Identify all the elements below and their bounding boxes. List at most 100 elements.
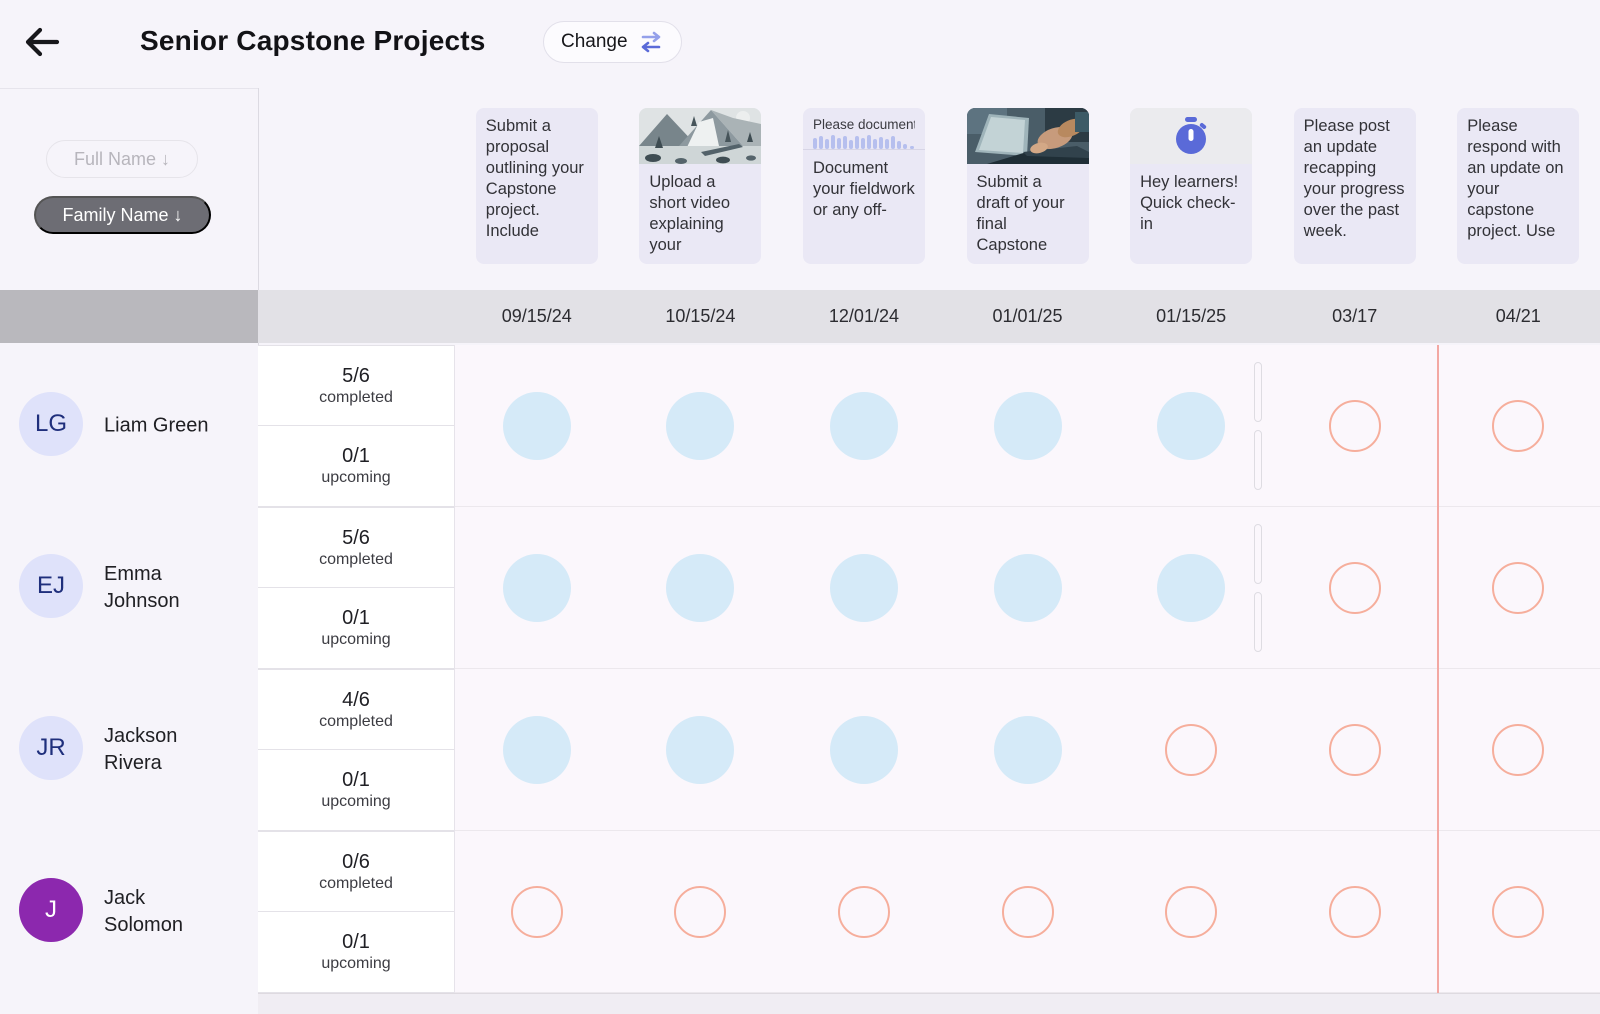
upcoming-count: 0/1 [342, 607, 370, 629]
assignment-cell[interactable] [1273, 831, 1437, 992]
completed-label: completed [319, 388, 393, 406]
upcoming-label: upcoming [321, 469, 391, 486]
today-line [1437, 345, 1439, 993]
assignment-card-video[interactable]: Upload a short video explaining your [639, 108, 762, 264]
assignment-text: Submit a proposal outlining your Capston… [485, 117, 584, 240]
assignment-cell[interactable] [1436, 507, 1600, 668]
audio-note-title: Please document … [812, 117, 915, 132]
deadline-divider [1254, 524, 1262, 652]
assignment-cell[interactable] [782, 345, 946, 506]
assignment-cell[interactable] [946, 345, 1110, 506]
audio-waveform-icon [812, 134, 915, 149]
assignment-cell[interactable] [946, 507, 1110, 668]
assignment-cell[interactable] [455, 831, 619, 992]
assignment-cell[interactable] [619, 345, 783, 506]
assignment-card-progress-update[interactable]: Please post an update recapping your pro… [1293, 108, 1416, 264]
assignment-cell[interactable] [946, 831, 1110, 992]
sort-full-name-pill[interactable]: Full Name ↓ [46, 140, 198, 178]
mountain-landscape-illustration-image [639, 108, 762, 164]
avatar: EJ [19, 554, 83, 618]
swap-arrows-icon [638, 31, 664, 53]
panel-divider [0, 88, 258, 89]
assignment-text: Please respond with an update on your ca… [1467, 117, 1564, 240]
completed-count: 4/6 [342, 688, 370, 711]
assignment-card-draft[interactable]: Submit a draft of your final Capstone [966, 108, 1089, 264]
student-name: Jack Solomon [104, 887, 183, 936]
avatar-initials: EJ [36, 572, 65, 599]
assignment-cell[interactable] [1273, 507, 1437, 668]
completed-label: completed [319, 874, 393, 892]
assignment-cell[interactable] [1109, 831, 1273, 992]
upcoming-stat: 0/1 upcoming [258, 426, 454, 507]
avatar-initials: JR [36, 734, 66, 761]
completion-dot [993, 391, 1062, 460]
student-cell[interactable]: EJ Emma Johnson [0, 507, 258, 669]
assignment-cell[interactable] [455, 345, 619, 506]
card-icon-header [1130, 108, 1253, 164]
assignment-cell[interactable] [1109, 345, 1273, 506]
due-date: 03/17 [1332, 306, 1378, 326]
assignment-cell[interactable] [1109, 507, 1273, 668]
assignment-cell[interactable] [946, 669, 1110, 830]
assignment-cell[interactable] [782, 507, 946, 668]
completion-dot [1492, 723, 1545, 776]
upcoming-count: 0/1 [342, 769, 370, 791]
avatar: JR [19, 716, 83, 780]
avatar: J [19, 878, 83, 942]
completion-dot [1492, 399, 1545, 452]
assignment-card-audio[interactable]: Please document … [802, 108, 925, 264]
back-button[interactable] [20, 22, 64, 62]
completion-dot [510, 885, 563, 938]
completion-dot [1492, 561, 1545, 614]
completed-stat: 5/6 completed [258, 507, 454, 588]
upcoming-stat: 0/1 upcoming [258, 912, 454, 993]
assignment-cell[interactable] [619, 669, 783, 830]
student-name: Jackson Rivera [104, 725, 178, 774]
assignment-card-capstone-update[interactable]: Please respond with an update on your ca… [1457, 108, 1580, 264]
student-cell[interactable]: J Jack Solomon [0, 831, 258, 993]
assignment-cell[interactable] [455, 507, 619, 668]
completed-count: 0/6 [342, 850, 370, 873]
completion-dot [1157, 553, 1226, 622]
assignment-cell[interactable] [782, 669, 946, 830]
avatar-initials: J [45, 896, 57, 923]
assignment-cell[interactable] [782, 831, 946, 992]
assignment-cell[interactable] [619, 507, 783, 668]
student-cell[interactable]: JR Jackson Rivera [0, 669, 258, 831]
stopwatch-icon [1173, 117, 1209, 155]
due-date: 12/01/24 [828, 306, 899, 326]
date-row-corner [0, 290, 258, 343]
assignment-card-proposal[interactable]: Submit a proposal outlining your Capston… [475, 108, 598, 264]
due-date: 04/21 [1495, 306, 1541, 326]
student-stats: 4/6 completed 0/1 upcoming [258, 669, 455, 831]
assignment-header-row: Submit a proposal outlining your Capston… [455, 108, 1600, 264]
change-button[interactable]: Change [543, 21, 682, 63]
completion-dot [1328, 561, 1381, 614]
completion-dot [1492, 885, 1545, 938]
assignment-cell[interactable] [1436, 669, 1600, 830]
assignment-cell[interactable] [1436, 831, 1600, 992]
change-button-label: Change [561, 31, 628, 52]
assignment-cell[interactable] [619, 831, 783, 992]
student-row: 4/6 completed 0/1 upcoming JR Jackson Ri… [0, 669, 1600, 831]
student-stats: 5/6 completed 0/1 upcoming [258, 345, 455, 507]
completion-dot [1165, 723, 1218, 776]
due-date: 09/15/24 [501, 306, 572, 326]
assignment-cell[interactable] [1273, 669, 1437, 830]
sort-family-name-pill[interactable]: Family Name ↓ [34, 196, 211, 234]
completed-stat: 5/6 completed [258, 345, 454, 426]
student-cell[interactable]: LG Liam Green [0, 345, 258, 507]
assignment-text: Submit a draft of your final Capstone [976, 173, 1065, 254]
assignment-card-checkin[interactable]: Hey learners! Quick check-in [1130, 108, 1253, 264]
student-stats: 0/6 completed 0/1 upcoming [258, 831, 455, 993]
completed-label: completed [319, 550, 393, 568]
assignment-text: Please post an update recapping your pro… [1303, 117, 1405, 240]
date-header-row: 09/15/24 10/15/24 12/01/24 01/01/25 01/1… [0, 290, 1600, 343]
assignment-cell[interactable] [1109, 669, 1273, 830]
student-name: Liam Green [104, 414, 209, 437]
assignment-cell[interactable] [1436, 345, 1600, 506]
assignment-cell[interactable] [455, 669, 619, 830]
completed-count: 5/6 [342, 364, 370, 387]
assignment-cell[interactable] [1273, 345, 1437, 506]
